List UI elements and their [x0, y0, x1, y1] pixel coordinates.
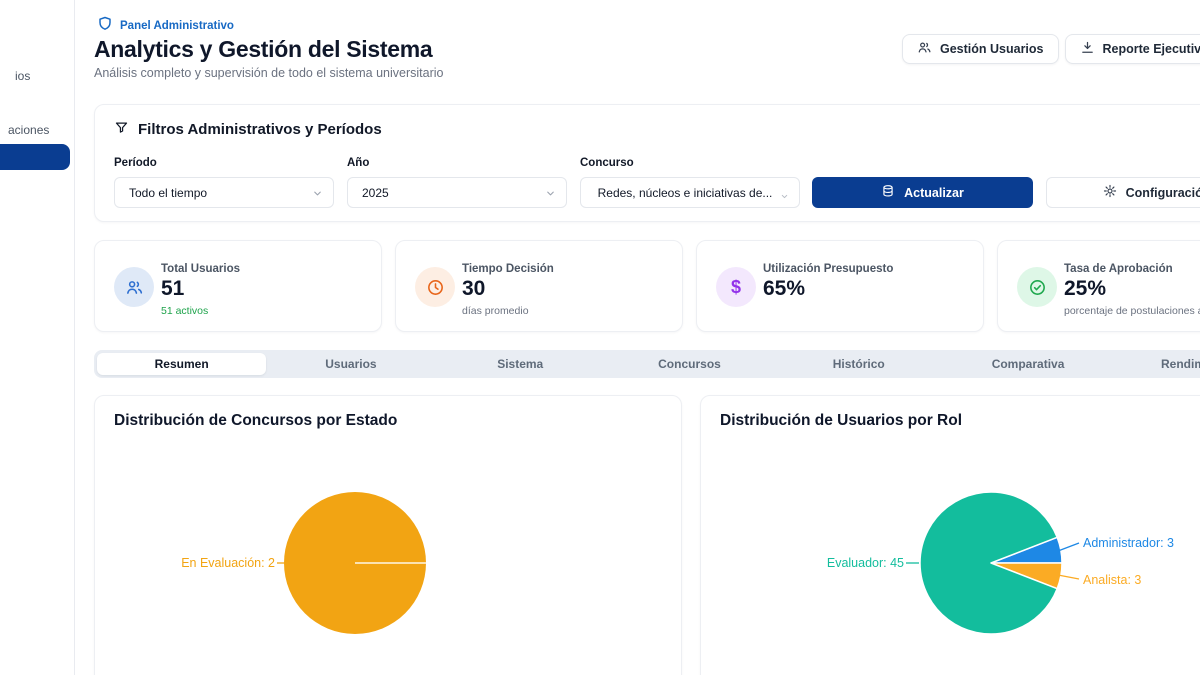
stats-row: Total Usuarios 51 51 activos Tiempo Deci…	[94, 240, 1200, 332]
update-button[interactable]: Actualizar	[812, 177, 1033, 208]
tab-resumen[interactable]: Resumen	[97, 353, 267, 375]
dollar-icon: $	[716, 267, 756, 307]
chevron-down-icon	[780, 190, 789, 204]
chevron-down-icon	[545, 188, 556, 202]
tab-concursos[interactable]: Concursos	[658, 357, 721, 371]
chevron-down-icon	[312, 188, 323, 202]
tab-historico[interactable]: Histórico	[832, 357, 885, 371]
manage-users-button[interactable]: Gestión Usuarios	[902, 34, 1059, 64]
stat-card-tasa-aprobacion: Tasa de Aprobación 25% porcentaje de pos…	[997, 240, 1200, 332]
download-icon	[1080, 40, 1095, 58]
users-icon	[114, 267, 154, 307]
pie-label-analista: Analista: 3	[1083, 573, 1141, 587]
users-icon	[917, 40, 932, 58]
clock-icon	[415, 267, 455, 307]
tab-usuarios[interactable]: Usuarios	[325, 357, 377, 371]
header-actions: Gestión Usuarios Reporte Ejecutivo	[902, 34, 1200, 64]
database-icon	[881, 184, 895, 201]
sidebar-item-active[interactable]	[0, 144, 70, 170]
chart-concursos-estado: Distribución de Concursos por Estado En …	[94, 395, 682, 675]
main-content: Panel Administrativo Analytics y Gestión…	[75, 0, 1200, 675]
gear-icon	[1103, 184, 1117, 201]
breadcrumb: Panel Administrativo	[97, 15, 234, 37]
tab-sistema[interactable]: Sistema	[497, 357, 544, 371]
tab-bar: Resumen Usuarios Sistema Concursos Histó…	[94, 350, 1200, 378]
sidebar-item-clipped-2[interactable]: aciones	[8, 123, 50, 137]
chart-usuarios-rol: Distribución de Usuarios por Rol Evaluad…	[700, 395, 1200, 675]
stat-card-total-usuarios: Total Usuarios 51 51 activos	[94, 240, 382, 332]
badge-label: Panel Administrativo	[120, 20, 234, 32]
stat-card-tiempo-decision: Tiempo Decisión 30 días promedio	[395, 240, 683, 332]
chart-title: Distribución de Concursos por Estado	[114, 412, 398, 429]
periodo-select[interactable]: Todo el tiempo	[114, 177, 334, 208]
executive-report-button[interactable]: Reporte Ejecutivo	[1064, 34, 1200, 64]
page-title: Analytics y Gestión del Sistema	[94, 36, 433, 62]
sidebar-item-clipped-1[interactable]: ios	[15, 69, 31, 83]
pie-chart-usuarios: Evaluador: 45 Administrador: 3 Analista:…	[827, 491, 1174, 635]
check-circle-icon	[1017, 267, 1057, 307]
concurso-select[interactable]: Redes, núcleos e iniciativas de...	[580, 177, 800, 208]
page-subtitle: Análisis completo y supervisión de todo …	[94, 66, 444, 80]
anio-select[interactable]: 2025	[347, 177, 567, 208]
stat-card-utilizacion-presupuesto: $ Utilización Presupuesto 65%	[696, 240, 984, 332]
filters-panel: Filtros Administrativos y Períodos Perío…	[94, 104, 1200, 222]
field-label-concurso: Concurso	[580, 157, 634, 169]
filters-title: Filtros Administrativos y Períodos	[114, 120, 382, 139]
pie-label-evaluador: Evaluador: 45	[827, 556, 904, 570]
field-label-periodo: Período	[114, 157, 157, 169]
chart-title: Distribución de Usuarios por Rol	[720, 412, 962, 429]
tab-rendimiento[interactable]: Rendimiento	[1160, 357, 1200, 371]
sidebar: ios aciones	[0, 0, 75, 675]
filter-funnel-icon	[114, 120, 129, 139]
field-label-anio: Año	[347, 157, 370, 169]
tab-comparativa[interactable]: Comparativa	[991, 357, 1065, 371]
pie-label-en-evaluacion: En Evaluación: 2	[181, 556, 275, 570]
settings-button[interactable]: Configuración	[1046, 177, 1200, 208]
pie-chart-concursos: En Evaluación: 2	[181, 492, 426, 634]
pie-label-administrador: Administrador: 3	[1083, 536, 1174, 550]
shield-icon	[97, 15, 113, 37]
charts-row: Distribución de Concursos por Estado En …	[94, 395, 1200, 675]
